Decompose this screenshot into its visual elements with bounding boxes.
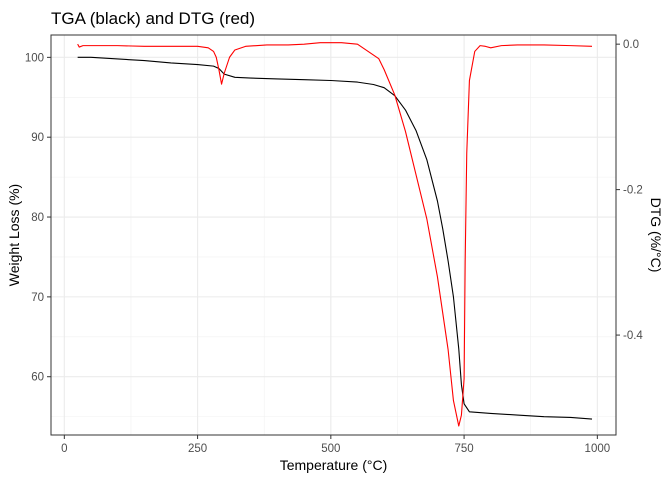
y-tick-label: 60 [31,372,44,384]
y-axis-ticks: 60 70 80 90 100 [25,52,51,384]
minor-grid [51,35,616,435]
y2-tick-label: -0.2 [623,185,643,197]
x-tick-label: 750 [454,443,473,455]
y2-axis-ticks: 0.0 -0.2 -0.4 [616,39,643,342]
y2-tick-label: 0.0 [623,39,639,51]
y-tick-label: 80 [31,212,44,224]
y2-axis-title: DTG (%/°C) [648,198,664,273]
major-grid [51,35,616,435]
chart-title: TGA (black) and DTG (red) [51,9,255,28]
x-tick-label: 1000 [585,443,611,455]
y2-tick-label: -0.4 [623,330,643,342]
panel-border [50,34,617,436]
tga-line [77,56,593,420]
y-tick-label: 100 [25,52,44,64]
x-tick-label: 500 [321,443,340,455]
x-tick-label: 250 [188,443,207,455]
x-axis-title: Temperature (°C) [280,457,388,473]
x-axis-ticks: 0 250 500 750 1000 [61,435,610,455]
y-tick-label: 90 [31,132,44,144]
y-axis-title: Weight Loss (%) [6,184,22,286]
x-tick-label: 0 [61,443,67,455]
dtg-line [77,42,593,427]
y-tick-label: 70 [31,292,44,304]
series-layer [77,42,593,427]
